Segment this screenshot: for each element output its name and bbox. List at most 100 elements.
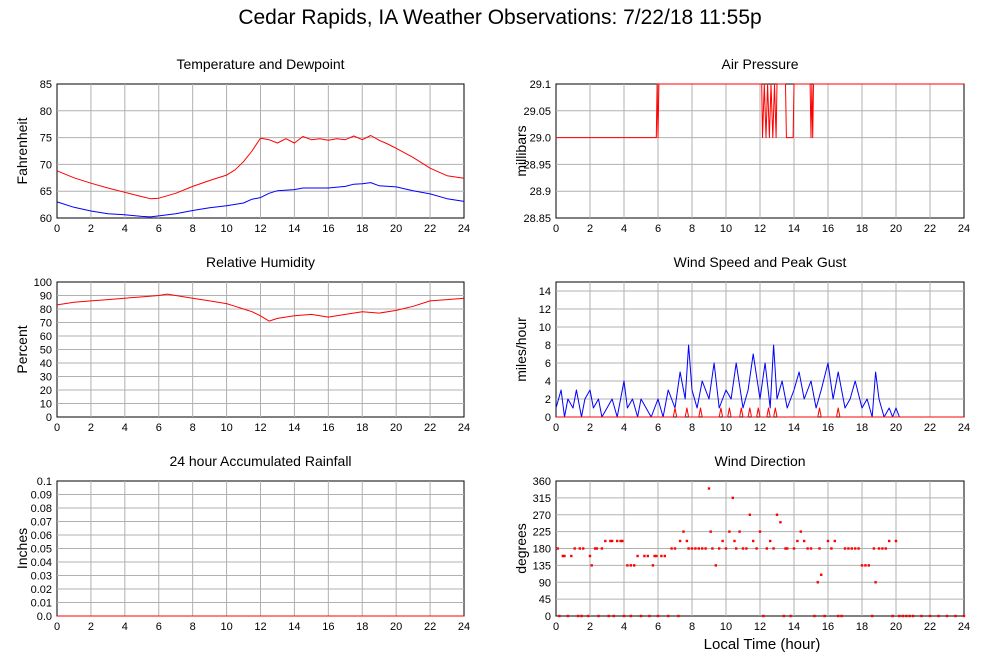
winddir-point — [609, 539, 612, 543]
x-axis-label: Local Time (hour) — [703, 636, 821, 653]
winddir-point — [864, 564, 867, 567]
pressure-x-tick-label: 10 — [720, 223, 732, 235]
rain-x-tick-label: 16 — [322, 621, 334, 633]
rh-y-tick-label: 20 — [40, 385, 52, 397]
rh-y-tick-label: 10 — [40, 399, 52, 411]
rain-x-tick-label: 4 — [122, 621, 128, 633]
winddir-point — [884, 547, 887, 550]
winddir-point — [573, 547, 576, 550]
winddir-point — [697, 547, 700, 550]
winddir-point — [837, 614, 840, 618]
temp-x-tick-label: 10 — [220, 223, 232, 235]
winddir-point — [663, 554, 666, 558]
rain-y-tick-label: 0.04 — [31, 557, 52, 569]
rh-x-tick-label: 22 — [424, 422, 436, 434]
winddir-point — [653, 554, 656, 558]
winddir-point — [954, 614, 957, 618]
winddir-y-axis-label: degrees — [513, 523, 529, 574]
rain-y-tick-label: 0.02 — [31, 584, 52, 596]
winddir-point — [612, 614, 615, 618]
rh-y-tick-label: 90 — [40, 291, 52, 303]
winddir-point — [563, 554, 566, 558]
pressure-x-tick-label: 20 — [890, 223, 902, 235]
pressure-x-tick-label: 4 — [621, 223, 627, 235]
rain-y-tick-label: 0.08 — [31, 503, 52, 515]
rh-y-tick-label: 70 — [40, 318, 52, 330]
wind-y-tick-label: 0 — [545, 412, 551, 424]
wind-series-1-line — [556, 407, 964, 418]
winddir-point — [643, 554, 646, 558]
winddir-point — [578, 547, 581, 550]
winddir-point — [604, 539, 607, 543]
winddir-point — [779, 521, 782, 524]
wind-title: Wind Speed and Peak Gust — [674, 254, 847, 270]
winddir-point — [685, 539, 689, 543]
pressure-x-tick-label: 16 — [822, 223, 834, 235]
winddir-point — [682, 530, 685, 533]
winddir-y-tick-label: 360 — [533, 476, 551, 488]
winddir-point — [741, 547, 745, 550]
winddir-x-tick-label: 22 — [924, 621, 936, 633]
winddir-x-tick-label: 24 — [958, 621, 970, 633]
pressure-title: Air Pressure — [721, 56, 798, 72]
winddir-point — [721, 539, 724, 543]
winddir-point — [701, 547, 704, 550]
winddir-y-tick-label: 135 — [533, 560, 551, 572]
winddir-y-tick-label: 0 — [545, 611, 551, 623]
temp-x-tick-label: 22 — [424, 223, 436, 235]
pressure-y-tick-label: 28.9 — [530, 186, 551, 198]
winddir-point — [769, 539, 772, 543]
wind-x-tick-label: 4 — [621, 422, 627, 434]
rain-y-axis-label: Inches — [14, 528, 30, 569]
wind-y-tick-label: 10 — [539, 322, 551, 334]
rh-y-tick-label: 100 — [34, 277, 52, 289]
rain-x-tick-label: 18 — [356, 621, 368, 633]
rain-y-tick-label: 0.03 — [31, 571, 52, 583]
winddir-point — [752, 539, 755, 543]
winddir-x-tick-label: 12 — [754, 621, 766, 633]
winddir-point — [670, 547, 673, 550]
winddir-point — [830, 547, 833, 550]
winddir-y-tick-label: 180 — [533, 544, 551, 556]
wind-y-axis-label: miles/hour — [513, 317, 529, 382]
winddir-point — [789, 614, 792, 618]
pressure-series-0-line — [556, 83, 964, 139]
winddir-point — [911, 614, 915, 618]
winddir-point — [850, 547, 853, 550]
winddir-point — [626, 564, 629, 567]
winddir-point — [709, 530, 712, 533]
winddir-point — [580, 614, 583, 618]
wind-x-tick-label: 10 — [720, 422, 732, 434]
wind-y-tick-label: 14 — [539, 286, 551, 298]
winddir-point — [854, 547, 857, 550]
rh-y-tick-label: 30 — [40, 372, 52, 384]
pressure-x-tick-label: 0 — [553, 223, 559, 235]
rain-x-tick-label: 12 — [254, 621, 266, 633]
winddir-y-tick-label: 45 — [539, 594, 551, 606]
winddir-point — [556, 547, 559, 550]
rain-x-tick-label: 0 — [54, 621, 60, 633]
temp-series-1-line — [56, 182, 465, 218]
winddir-x-tick-label: 0 — [553, 621, 559, 633]
winddir-point — [711, 547, 714, 550]
winddir-x-tick-label: 16 — [822, 621, 834, 633]
winddir-point — [718, 547, 721, 550]
winddir-point — [588, 554, 592, 558]
temp-x-tick-label: 18 — [356, 223, 368, 235]
winddir-point — [758, 530, 762, 533]
winddir-point — [707, 487, 711, 490]
wind-x-tick-label: 18 — [856, 422, 868, 434]
rh-x-tick-label: 2 — [88, 422, 94, 434]
winddir-point — [728, 530, 731, 533]
rh-y-axis-label: Percent — [14, 325, 30, 373]
winddir-point — [648, 614, 651, 618]
winddir-point — [786, 547, 789, 550]
winddir-point — [755, 547, 758, 550]
pressure-x-tick-label: 22 — [924, 223, 936, 235]
rain-chart: 0 2 4 6 8 10 12 14 16 18 20 22 240.00.010.020.030.04… — [14, 453, 470, 633]
temp-y-tick-label: 65 — [40, 186, 52, 198]
winddir-point — [570, 554, 573, 558]
winddir-point — [905, 614, 908, 618]
winddir-point — [945, 614, 949, 618]
temp-x-tick-label: 0 — [54, 223, 60, 235]
